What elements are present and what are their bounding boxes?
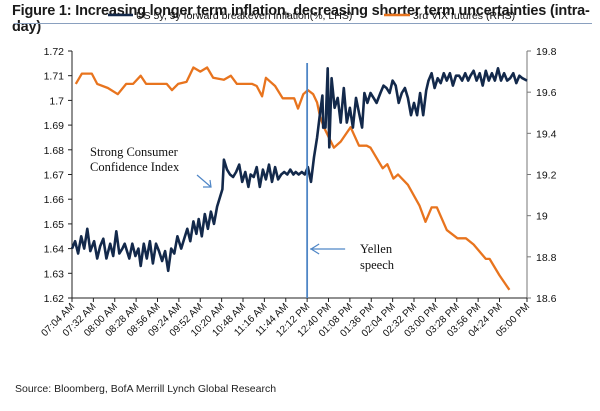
consumer-arrow-head bbox=[203, 179, 212, 188]
title-divider bbox=[14, 23, 592, 24]
annotation-yellen-line2: speech bbox=[360, 258, 395, 272]
left-tick-label: 1.69 bbox=[44, 120, 65, 132]
annotation-yellen-line1: Yellen bbox=[360, 242, 393, 256]
source-note: Source: Bloomberg, BofA Merrill Lynch Gl… bbox=[15, 383, 277, 395]
left-tick-label: 1.63 bbox=[44, 268, 65, 280]
left-tick-label: 1.66 bbox=[44, 194, 65, 206]
yellen-arrow-head bbox=[310, 243, 320, 255]
right-tick-label: 19.8 bbox=[536, 46, 557, 58]
right-tick-label: 18.8 bbox=[536, 252, 557, 264]
annotation-consumer-line1: Strong Consumer bbox=[90, 145, 179, 159]
left-tick-label: 1.65 bbox=[44, 219, 65, 231]
series-line-breakeven-inflation bbox=[70, 67, 528, 273]
right-tick-label: 19 bbox=[536, 211, 548, 223]
left-tick-label: 1.62 bbox=[44, 293, 65, 305]
right-tick-label: 19.6 bbox=[536, 87, 557, 99]
series-layer bbox=[70, 66, 528, 291]
legend-label-blue: US 5y, 5y forward breakeven inflation(%,… bbox=[136, 10, 352, 22]
series-line-vix-futures bbox=[74, 66, 511, 291]
left-tick-label: 1.64 bbox=[44, 244, 65, 256]
axes: 1.62 1.63 1.64 1.65 1.66 1.67 1.68 1.69 1.7 1.71 1… bbox=[39, 46, 556, 339]
consumer-arrow-shaft bbox=[196, 174, 212, 188]
right-tick-label: 19.2 bbox=[536, 170, 557, 182]
legend: US 5y, 5y forward breakeven inflation(%,… bbox=[108, 10, 515, 22]
left-tick-label: 1.7 bbox=[49, 95, 64, 107]
left-tick-label: 1.72 bbox=[44, 46, 65, 58]
left-tick-label: 1.68 bbox=[44, 145, 65, 157]
legend-label-orange: 3rd VIX futures (RHS) bbox=[413, 10, 515, 22]
annotations: Strong Consumer Confidence Index Yellen … bbox=[90, 63, 395, 298]
right-tick-label: 19.4 bbox=[536, 128, 557, 140]
left-tick-label: 1.67 bbox=[44, 170, 65, 182]
left-tick-label: 1.71 bbox=[44, 71, 65, 83]
annotation-consumer-line2: Confidence Index bbox=[90, 160, 180, 174]
right-tick-label: 18.6 bbox=[536, 293, 557, 305]
